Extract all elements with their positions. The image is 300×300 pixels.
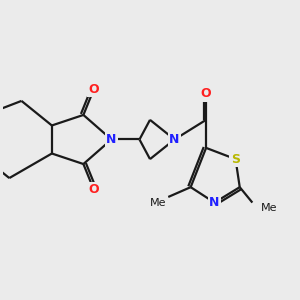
Text: S: S [231,153,240,166]
Text: O: O [201,87,212,101]
Text: N: N [209,196,220,209]
Text: N: N [106,133,117,146]
Text: O: O [88,184,99,196]
Text: Me: Me [261,203,277,213]
Text: N: N [169,133,180,146]
Text: O: O [88,82,99,95]
Text: Me: Me [150,198,167,208]
